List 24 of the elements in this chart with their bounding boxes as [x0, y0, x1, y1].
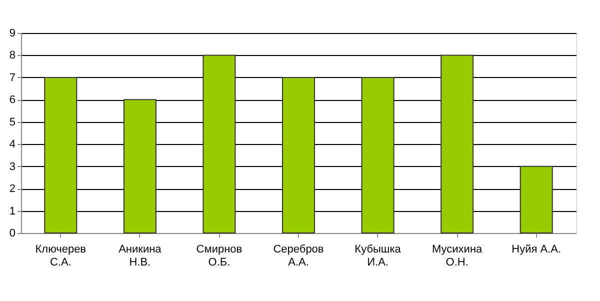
bar	[440, 54, 474, 234]
y-tick-label: 5	[9, 116, 16, 128]
y-tick-label: 2	[9, 183, 16, 196]
x-tick-label: Ключерев С.А.	[35, 244, 86, 268]
x-tick-label: Кубышка И.А.	[354, 244, 402, 268]
y-tick-label: 4	[9, 138, 16, 151]
x-tick-label: Нуйя А.А.	[512, 244, 562, 256]
bar	[44, 76, 78, 234]
bar	[520, 166, 553, 234]
y-tick-label: 7	[9, 72, 16, 84]
bar	[282, 76, 315, 234]
bar	[123, 99, 156, 234]
y-tick-label: 0	[9, 228, 16, 240]
y-tick-label: 8	[9, 50, 16, 62]
y-tick-label: 9	[9, 28, 16, 40]
x-tick-label: Аникина Н.В.	[118, 244, 162, 268]
x-tick-label: Мусихина О.Н.	[432, 244, 484, 268]
bar	[361, 76, 394, 234]
x-tick-label: Серебров А.А.	[273, 244, 324, 268]
x-tick-label: Смирнов О.Б.	[196, 244, 242, 268]
bar	[202, 54, 236, 234]
y-tick-label: 6	[9, 94, 16, 106]
y-tick-label: 3	[9, 160, 16, 173]
y-tick-label: 1	[9, 205, 16, 218]
